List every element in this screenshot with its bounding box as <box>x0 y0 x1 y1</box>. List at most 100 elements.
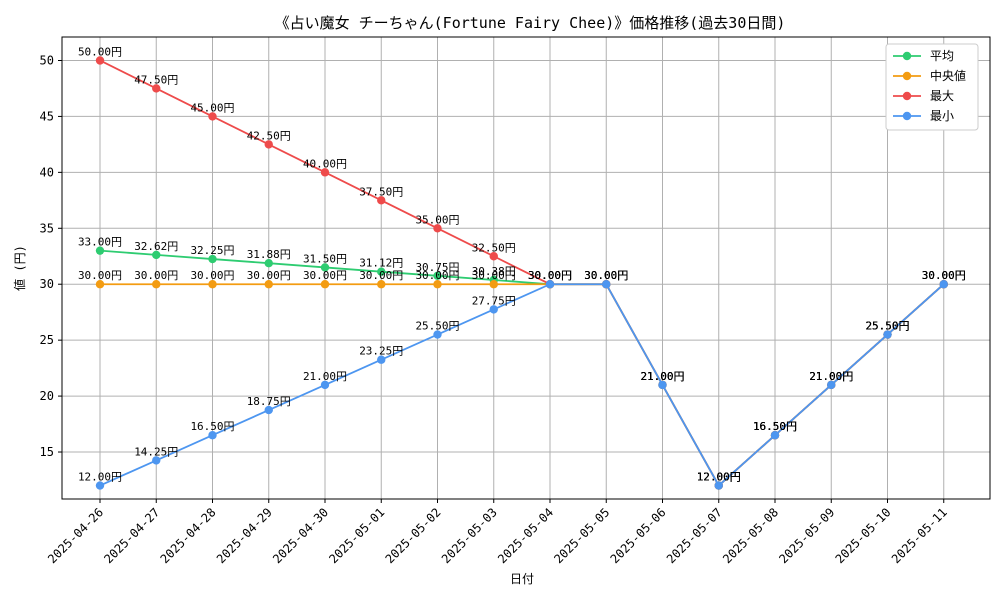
data-point <box>433 271 442 281</box>
data-point <box>433 330 442 339</box>
data-label: 21.00円 <box>809 370 853 383</box>
series-1 <box>95 246 948 490</box>
legend-label: 最小 <box>930 109 954 123</box>
x-tick-label: 2025-05-01 <box>326 505 387 566</box>
chart-title: 《占い魔女 チーちゃん(Fortune Fairy Chee)》価格推移(過去3… <box>275 14 786 32</box>
data-label: 50.00円 <box>78 45 122 58</box>
data-point <box>264 140 273 149</box>
data-label: 16.50円 <box>190 420 234 433</box>
data-point <box>264 405 273 415</box>
data-point <box>939 280 948 289</box>
y-tick-label: 50 <box>40 53 54 67</box>
data-label: 30.00円 <box>584 269 628 282</box>
data-point <box>433 224 442 233</box>
data-label: 18.75円 <box>247 395 291 408</box>
data-label: 32.50円 <box>472 241 516 254</box>
data-point <box>602 280 611 289</box>
data-point <box>489 252 498 261</box>
data-point <box>208 280 217 289</box>
data-label: 30.00円 <box>922 269 966 282</box>
data-point <box>320 280 330 289</box>
data-label: 30.00円 <box>303 269 347 282</box>
legend-label: 中央値 <box>930 68 966 83</box>
y-tick-label: 40 <box>40 165 54 179</box>
y-tick-label: 20 <box>40 389 54 403</box>
data-label: 21.00円 <box>640 370 684 383</box>
data-label: 30.00円 <box>528 269 572 282</box>
data-point <box>208 112 217 121</box>
y-tick-label: 15 <box>40 445 54 459</box>
data-label: 30.00円 <box>584 269 628 282</box>
data-point <box>152 456 161 465</box>
data-label: 30.00円 <box>528 269 572 282</box>
data-point <box>264 280 273 289</box>
data-point <box>95 56 105 65</box>
data-point <box>208 254 217 264</box>
x-tick-label: 2025-05-09 <box>776 505 837 566</box>
data-point <box>320 263 330 272</box>
y-axis-ticks: 15 20 25 30 35 40 45 50 <box>40 53 62 459</box>
data-label: 47.50円 <box>134 73 178 86</box>
data-point <box>320 168 330 177</box>
legend-swatch-marker <box>902 51 912 61</box>
data-label: 21.00円 <box>303 370 347 383</box>
data-label: 21.00円 <box>640 370 684 383</box>
plot-frame <box>61 36 991 500</box>
data-label: 21.00円 <box>640 370 684 383</box>
data-label: 12.00円 <box>697 471 741 484</box>
data-label: 12.00円 <box>697 471 741 484</box>
data-label: 21.00円 <box>640 370 684 383</box>
data-label: 30.00円 <box>190 269 234 282</box>
grid <box>62 37 990 499</box>
data-label: 30.00円 <box>584 269 628 282</box>
data-label: 30.00円 <box>922 269 966 282</box>
y-tick-label: 25 <box>40 333 54 347</box>
x-axis-label: 日付 <box>510 572 534 586</box>
data-point <box>377 355 386 364</box>
data-point <box>545 280 555 289</box>
x-tick-label: 2025-05-07 <box>664 505 725 566</box>
data-label: 25.50円 <box>865 320 909 333</box>
data-label: 37.50円 <box>359 185 403 198</box>
data-point <box>152 280 161 289</box>
data-point <box>770 431 780 440</box>
data-point <box>489 280 498 289</box>
data-label: 14.25円 <box>134 445 178 458</box>
x-tick-label: 2025-04-28 <box>158 505 219 566</box>
x-tick-label: 2025-05-11 <box>889 505 950 566</box>
data-label: 25.50円 <box>865 320 909 333</box>
y-tick-label: 35 <box>40 221 54 235</box>
data-label: 16.50円 <box>753 420 797 433</box>
data-point <box>208 431 217 440</box>
data-label: 30.00円 <box>78 269 122 282</box>
y-axis-label: 値 (円) <box>12 245 27 291</box>
series-line <box>100 283 945 487</box>
x-tick-label: 2025-04-26 <box>45 505 106 566</box>
data-point <box>95 481 105 490</box>
data-label: 35.00円 <box>415 213 459 226</box>
data-label: 25.50円 <box>865 320 909 333</box>
data-label: 31.50円 <box>303 252 347 265</box>
data-label: 23.25円 <box>359 345 403 358</box>
data-label: 21.00円 <box>809 370 853 383</box>
x-tick-label: 2025-04-29 <box>214 505 275 566</box>
data-label: 21.00円 <box>809 370 853 383</box>
data-label: 32.25円 <box>190 244 234 257</box>
x-tick-label: 2025-05-03 <box>439 505 500 566</box>
legend-box <box>885 43 979 131</box>
data-label: 12.00円 <box>78 471 122 484</box>
x-tick-label: 2025-04-30 <box>270 505 331 566</box>
data-point <box>827 380 836 390</box>
series-4 <box>95 280 948 490</box>
data-point <box>377 280 386 289</box>
series-2 <box>95 280 948 490</box>
x-tick-label: 2025-05-06 <box>608 505 669 566</box>
data-label: 30.00円 <box>922 269 966 282</box>
data-point <box>264 258 273 268</box>
data-label: 30.00円 <box>247 269 291 282</box>
data-label: 16.50円 <box>753 420 797 433</box>
legend-swatch-marker <box>902 71 912 81</box>
data-point <box>152 84 161 93</box>
